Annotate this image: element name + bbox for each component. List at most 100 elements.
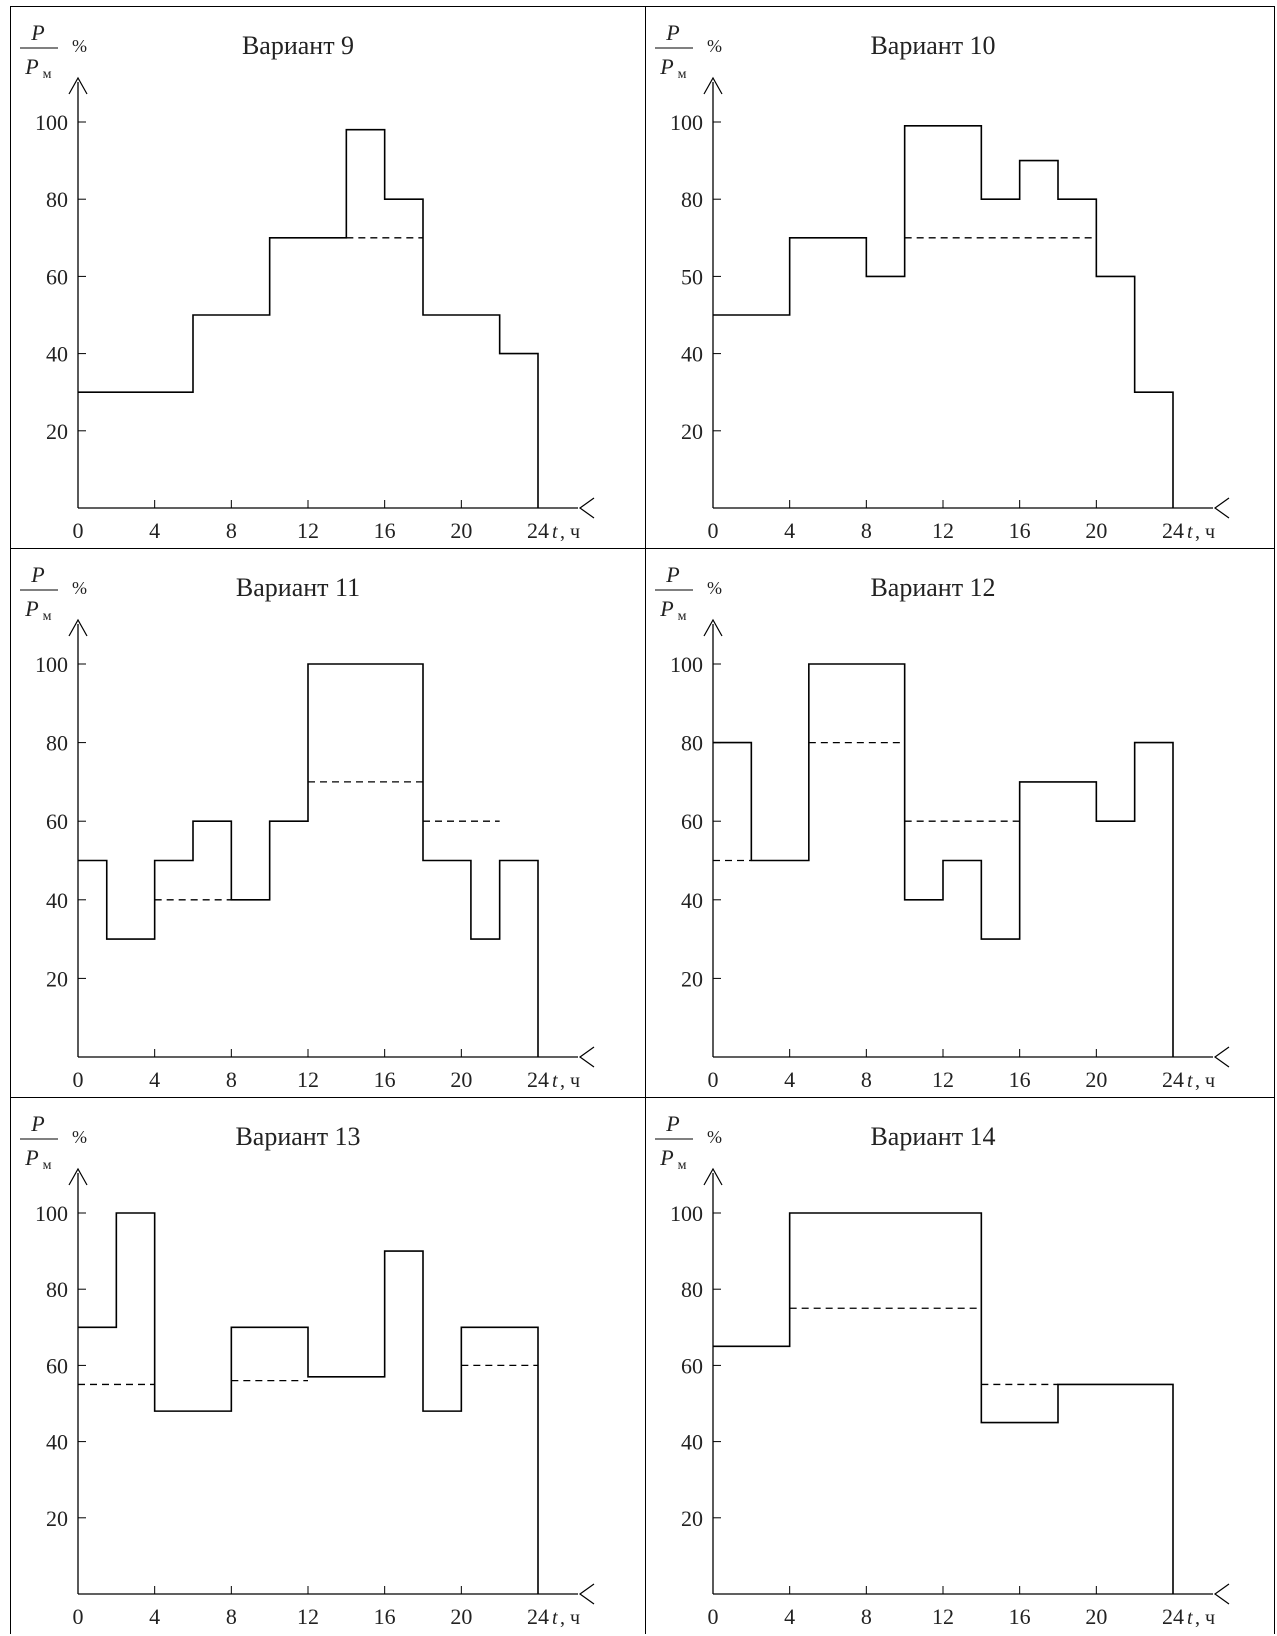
y-tick-label: 60: [46, 809, 68, 834]
y-label-numerator: P: [30, 20, 44, 45]
x-tick-label: 4: [149, 518, 160, 543]
x-tick-label: 20: [1085, 1067, 1107, 1092]
chart-svg: PP м% Вариант 12 20 40 60 80 100 0 4 8 12 16 20 24 t, ч: [655, 562, 1230, 1092]
x-label-unit: , ч: [560, 521, 580, 543]
y-tick-label: 100: [35, 110, 68, 135]
y-label-unit: %: [707, 1127, 722, 1147]
y-label-denominator: P: [24, 1145, 38, 1170]
y-axis-arrow: [703, 618, 723, 637]
x-tick-label: 4: [149, 1067, 160, 1092]
y-tick-label: 20: [46, 419, 68, 444]
x-tick-label: 4: [149, 1604, 160, 1629]
y-tick-label: 20: [46, 966, 68, 991]
y-label-unit: %: [72, 36, 87, 56]
y-tick-label: 80: [681, 731, 703, 756]
x-label-unit: , ч: [1195, 521, 1215, 543]
chart-svg: PP м% Вариант 10 20 40 50 80 100 0 4 8 12 16 20 24 t, ч: [655, 20, 1230, 543]
y-tick-label: 80: [681, 1277, 703, 1302]
y-tick-label: 100: [35, 652, 68, 677]
x-tick-label: 0: [708, 1604, 719, 1629]
load-step-line: [78, 663, 539, 1057]
y-label-subscript: м: [43, 67, 52, 82]
x-label-unit: , ч: [560, 1607, 580, 1629]
y-tick-label: 40: [46, 888, 68, 913]
frame-right: [1274, 6, 1275, 1634]
x-tick-label: 0: [73, 1604, 84, 1629]
x-tick-label: 12: [297, 1067, 319, 1092]
x-tick-label: 12: [297, 518, 319, 543]
chart-title: Вариант 14: [870, 1122, 995, 1151]
y-tick-label: 100: [670, 652, 703, 677]
load-step-line: [78, 1212, 539, 1594]
y-tick-label: 40: [681, 342, 703, 367]
x-tick-label: 12: [932, 518, 954, 543]
y-tick-label: 80: [681, 187, 703, 212]
chart-svg: PP м% Вариант 13 20 40 60 80 100 0 4 8 12 16 20 24 t, ч: [20, 1111, 595, 1629]
y-label-numerator: P: [665, 562, 679, 587]
x-tick-label: 0: [708, 1067, 719, 1092]
y-tick-label: 20: [46, 1506, 68, 1531]
x-tick-label: 20: [450, 1067, 472, 1092]
y-tick-label: 20: [681, 966, 703, 991]
y-tick-label: 100: [35, 1201, 68, 1226]
y-label-unit: %: [72, 578, 87, 598]
x-label-unit: , ч: [1195, 1070, 1215, 1092]
x-tick-label: 4: [784, 1604, 795, 1629]
x-label-unit: , ч: [560, 1070, 580, 1092]
load-step-line: [713, 125, 1174, 508]
y-label-denominator: P: [24, 596, 38, 621]
y-tick-label: 100: [670, 110, 703, 135]
x-label: t: [552, 521, 558, 543]
y-label-subscript: м: [678, 67, 687, 82]
x-tick-label: 8: [861, 1067, 872, 1092]
x-tick-label: 24: [527, 1067, 549, 1092]
x-label: t: [1187, 521, 1193, 543]
y-tick-label: 80: [46, 1277, 68, 1302]
y-axis-arrow: [68, 1167, 88, 1186]
y-tick-label: 60: [46, 264, 68, 289]
y-label-subscript: м: [43, 609, 52, 624]
y-label-numerator: P: [30, 1111, 44, 1136]
y-label-denominator: P: [659, 596, 673, 621]
y-tick-label: 100: [670, 1201, 703, 1226]
x-axis-arrow: [578, 497, 595, 519]
x-tick-label: 0: [73, 1067, 84, 1092]
y-axis-arrow: [703, 1167, 723, 1186]
x-label: t: [552, 1070, 558, 1092]
y-tick-label: 60: [681, 1353, 703, 1378]
chart-title: Вариант 11: [236, 573, 360, 602]
x-tick-label: 24: [1162, 518, 1184, 543]
x-axis-arrow: [578, 1583, 595, 1605]
x-tick-label: 16: [374, 1067, 396, 1092]
x-axis-arrow: [578, 1046, 595, 1068]
x-tick-label: 4: [784, 518, 795, 543]
x-tick-label: 24: [1162, 1604, 1184, 1629]
x-tick-label: 24: [527, 1604, 549, 1629]
y-label-subscript: м: [678, 1158, 687, 1173]
frame-row-2: [10, 1097, 1275, 1098]
y-axis-arrow: [68, 618, 88, 637]
x-tick-label: 8: [861, 518, 872, 543]
y-label-numerator: P: [665, 1111, 679, 1136]
load-step-line: [713, 1212, 1174, 1594]
x-tick-label: 20: [450, 518, 472, 543]
y-tick-label: 80: [46, 187, 68, 212]
x-label: t: [1187, 1070, 1193, 1092]
chart-title: Вариант 12: [870, 573, 995, 602]
x-tick-label: 20: [450, 1604, 472, 1629]
y-tick-label: 20: [681, 419, 703, 444]
y-tick-label: 80: [46, 731, 68, 756]
x-tick-label: 20: [1085, 1604, 1107, 1629]
y-label-unit: %: [707, 36, 722, 56]
x-tick-label: 12: [932, 1067, 954, 1092]
y-tick-label: 40: [46, 342, 68, 367]
y-label-subscript: м: [678, 609, 687, 624]
y-tick-label: 60: [46, 1353, 68, 1378]
x-tick-label: 24: [527, 518, 549, 543]
chart-title: Вариант 9: [242, 31, 354, 60]
x-tick-label: 24: [1162, 1067, 1184, 1092]
